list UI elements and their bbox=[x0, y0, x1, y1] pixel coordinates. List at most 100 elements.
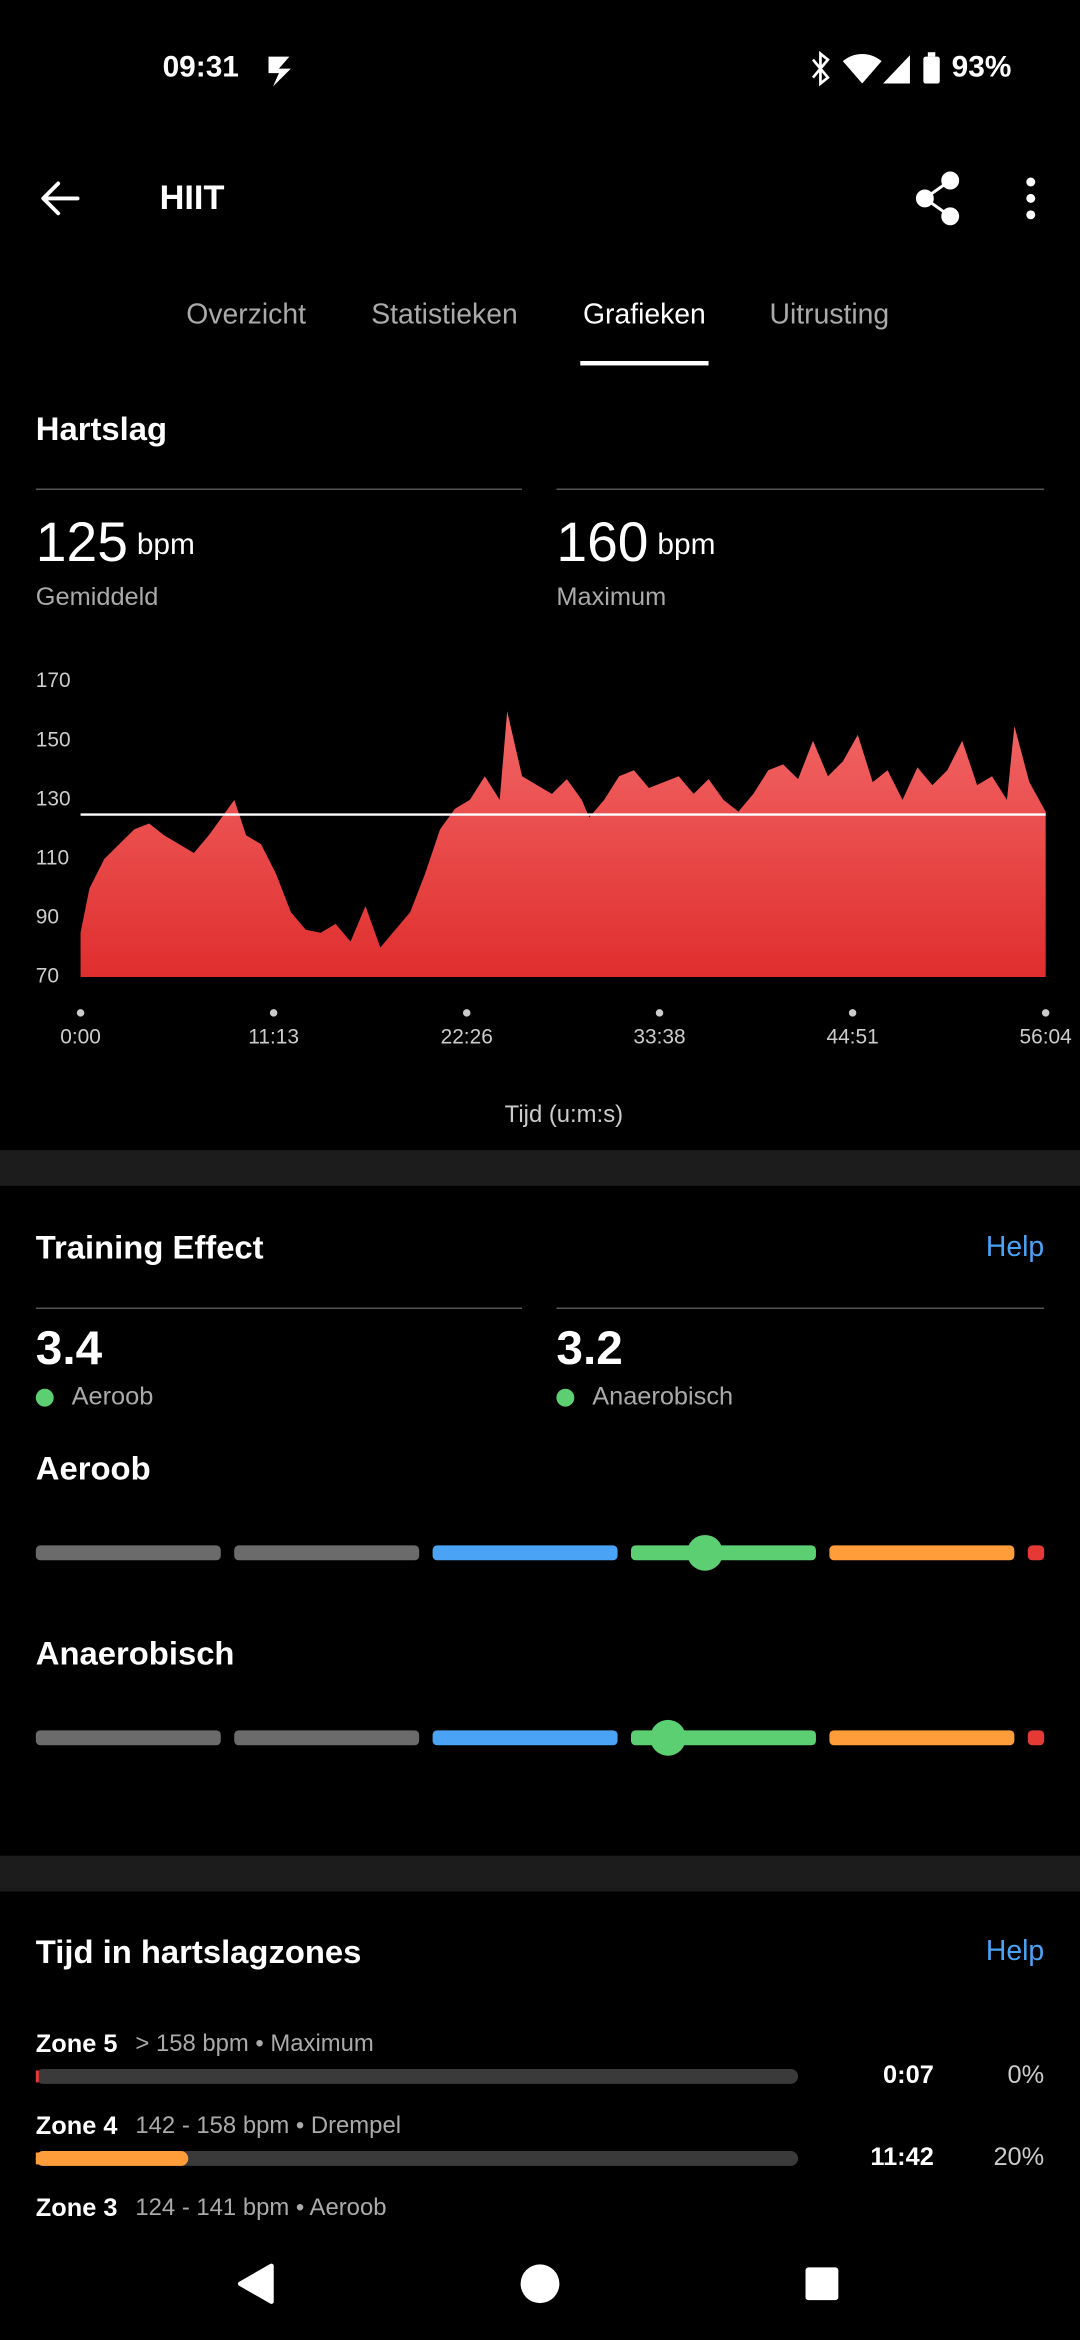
help-link[interactable]: Help bbox=[986, 1935, 1044, 1967]
tab-bar: Overzicht Statistieken Grafieken Uitrusting bbox=[186, 299, 889, 366]
scale-marker bbox=[687, 1534, 723, 1571]
x-axis-title: Tijd (u:m:s) bbox=[505, 1101, 623, 1128]
effect-label: Anaerobisch bbox=[592, 1382, 733, 1410]
y-tick-label: 150 bbox=[36, 728, 71, 751]
heart-rate-area bbox=[80, 711, 1046, 978]
maximum-value: 160 bbox=[556, 511, 648, 573]
training-effect: 3.4 Aeroob Aeroob 3.2 Anaerobisch Anaerobisch bbox=[35, 1322, 1045, 1756]
battery-tip bbox=[927, 52, 936, 57]
status-time: 09:31 bbox=[163, 50, 239, 83]
tab[interactable]: Grafieken bbox=[583, 299, 706, 331]
section-title: Tijd in hartslagzones bbox=[36, 1933, 362, 1970]
status-icon bbox=[268, 56, 291, 87]
bluetooth-icon bbox=[811, 50, 830, 87]
average-label: Gemiddeld bbox=[36, 583, 159, 611]
zone-name: Zone 3 bbox=[36, 2194, 118, 2222]
section-separator bbox=[0, 1855, 1080, 1892]
section-title: Training Effect bbox=[36, 1229, 264, 1266]
x-tick-label: 56:04 bbox=[1020, 1026, 1072, 1049]
zone-bar bbox=[35, 2151, 189, 2166]
battery-level: 93% bbox=[952, 50, 1012, 83]
average-stat: 125 bpm bbox=[36, 511, 195, 573]
tab[interactable]: Statistieken bbox=[371, 299, 517, 331]
x-tick bbox=[76, 1009, 85, 1017]
menu-dot bbox=[1026, 210, 1036, 220]
x-tick-label: 44:51 bbox=[826, 1026, 878, 1049]
average-value: 125 bbox=[36, 511, 128, 573]
x-tick bbox=[462, 1009, 471, 1017]
scale-segment bbox=[35, 1545, 221, 1561]
maximum-stat: 160 bpm bbox=[556, 511, 715, 573]
battery-icon bbox=[923, 56, 940, 84]
y-tick-label: 170 bbox=[36, 669, 71, 692]
nav-recents[interactable] bbox=[805, 2267, 839, 2301]
back-button[interactable] bbox=[41, 181, 80, 216]
page-title: HIIT bbox=[160, 179, 225, 217]
scale-segment bbox=[1027, 1545, 1045, 1561]
zone-heading: Zone 3 124 - 141 bpm • Aeroob bbox=[36, 2194, 387, 2222]
zone-bar-track bbox=[35, 2151, 799, 2166]
x-tick bbox=[269, 1009, 278, 1017]
maximum-label: Maximum bbox=[556, 583, 666, 611]
effect-label: Aeroob bbox=[72, 1382, 154, 1410]
y-tick-label: 90 bbox=[36, 905, 59, 928]
zone-heading: Zone 5 > 158 bpm • Maximum bbox=[36, 2030, 374, 2058]
zone-time: 11:42 bbox=[870, 2143, 933, 2171]
menu-dot bbox=[1026, 193, 1036, 203]
zone-name: Zone 4 bbox=[36, 2112, 118, 2140]
nav-back[interactable] bbox=[237, 2263, 274, 2304]
x-tick bbox=[655, 1009, 664, 1017]
zone-range: 142 - 158 bpm • Drempel bbox=[135, 2112, 401, 2139]
x-tick-label: 33:38 bbox=[633, 1026, 685, 1049]
y-tick-label: 130 bbox=[36, 787, 71, 810]
x-tick-label: 22:26 bbox=[441, 1026, 493, 1049]
zone-name: Zone 5 bbox=[36, 2030, 118, 2058]
scale-segment bbox=[234, 1730, 420, 1746]
y-tick-label: 110 bbox=[36, 846, 69, 869]
effect-dot bbox=[556, 1388, 575, 1407]
effect-value: 3.4 bbox=[36, 1322, 103, 1375]
section-title: Hartslag bbox=[36, 410, 167, 447]
y-tick-label: 70 bbox=[36, 965, 59, 988]
menu-button[interactable] bbox=[1026, 177, 1036, 220]
zone-heading: Zone 4 142 - 158 bpm • Drempel bbox=[36, 2112, 401, 2140]
section-separator bbox=[0, 1150, 1080, 1186]
effect-dot bbox=[35, 1388, 54, 1407]
signal-icon bbox=[883, 55, 910, 84]
zone-percent: 20% bbox=[993, 2143, 1044, 2171]
x-tick bbox=[848, 1009, 857, 1017]
zone-percent: 0% bbox=[1008, 2061, 1045, 2089]
scale-segment bbox=[35, 1730, 221, 1746]
scale-title: Aeroob bbox=[36, 1449, 151, 1486]
share-link bbox=[922, 179, 952, 218]
scale-segment bbox=[1027, 1730, 1045, 1746]
tab[interactable]: Overzicht bbox=[186, 299, 306, 331]
tab-indicator bbox=[580, 360, 709, 366]
zone-list: Zone 5 > 158 bpm • Maximum 0:07 0% Zone 4 142… bbox=[35, 2030, 1045, 2222]
zone-range: 124 - 141 bpm • Aeroob bbox=[135, 2194, 386, 2221]
zone-range: > 158 bpm • Maximum bbox=[135, 2030, 373, 2057]
heart-rate-chart: 70 90 110 130 150 170 0:00 11:13 22:26 33:38 44:51… bbox=[36, 669, 1072, 1049]
x-tick bbox=[1041, 1009, 1050, 1017]
zone-bar-track bbox=[35, 2068, 799, 2084]
scale-segment bbox=[829, 1730, 1015, 1746]
help-link[interactable]: Help bbox=[986, 1231, 1044, 1263]
scale-segment bbox=[432, 1545, 618, 1561]
nav-home[interactable] bbox=[520, 2264, 560, 2304]
share-button[interactable] bbox=[915, 171, 960, 226]
maximum-unit: bpm bbox=[657, 528, 715, 561]
zone-time: 0:07 bbox=[883, 2061, 934, 2089]
menu-dot bbox=[1026, 177, 1036, 187]
effect-value: 3.2 bbox=[556, 1322, 622, 1375]
scale-segment bbox=[234, 1545, 420, 1561]
x-tick-label: 11:13 bbox=[248, 1026, 299, 1049]
scale-marker bbox=[650, 1719, 686, 1756]
wifi-icon bbox=[842, 53, 882, 84]
scale-segment bbox=[630, 1545, 816, 1561]
scale-segment bbox=[829, 1545, 1015, 1561]
scale-title: Anaerobisch bbox=[36, 1634, 235, 1671]
x-tick-label: 0:00 bbox=[60, 1026, 101, 1049]
tab[interactable]: Uitrusting bbox=[770, 299, 890, 331]
